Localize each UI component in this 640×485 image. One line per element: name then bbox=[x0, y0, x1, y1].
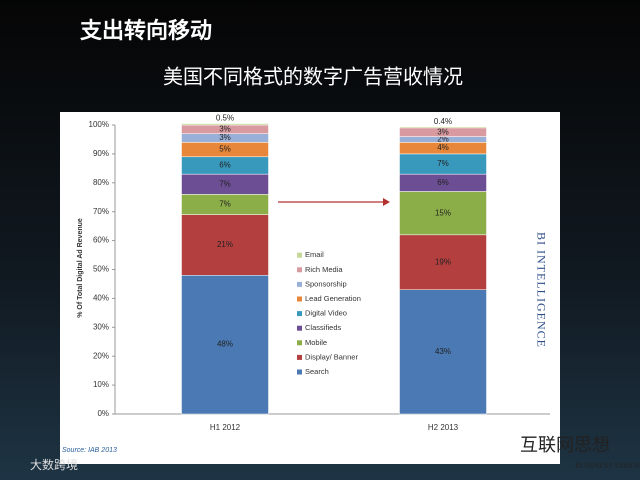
data-label: 7% bbox=[437, 159, 449, 168]
legend-swatch bbox=[297, 281, 302, 287]
data-label: 4% bbox=[437, 143, 449, 152]
legend-swatch bbox=[297, 340, 302, 346]
y-tick-label: 10% bbox=[93, 380, 109, 389]
data-label: 15% bbox=[435, 208, 451, 217]
data-label: 6% bbox=[219, 161, 231, 170]
arrow-head bbox=[383, 198, 390, 206]
y-tick-label: 20% bbox=[93, 351, 109, 360]
data-label: 5% bbox=[219, 145, 231, 154]
brand: BI INTELLIGENCE bbox=[534, 232, 548, 348]
legend-label: Digital Video bbox=[305, 309, 347, 318]
y-axis-label: % Of Total Digital Ad Revenue bbox=[77, 218, 84, 318]
y-tick-label: 70% bbox=[93, 207, 109, 216]
legend-label: Email bbox=[305, 250, 324, 259]
legend-swatch bbox=[297, 296, 302, 302]
y-tick-label: 40% bbox=[93, 294, 109, 303]
data-label: 3% bbox=[219, 133, 231, 142]
y-tick-label: 0% bbox=[97, 409, 109, 418]
legend-label: Lead Generation bbox=[305, 294, 361, 303]
bar-segment bbox=[181, 214, 269, 276]
legend-label: Classifieds bbox=[305, 323, 342, 332]
publisher: BUSINESS INSIDER bbox=[575, 461, 640, 470]
bar-segment bbox=[399, 289, 487, 415]
data-label: 48% bbox=[217, 340, 233, 349]
data-label: 3% bbox=[219, 124, 231, 133]
data-label: 2% bbox=[437, 135, 449, 144]
data-label: 7% bbox=[219, 179, 231, 188]
legend-label: Search bbox=[305, 367, 329, 376]
bar-segment bbox=[399, 191, 487, 236]
y-tick-label: 50% bbox=[93, 265, 109, 274]
bar-segment bbox=[399, 234, 487, 290]
data-label: 21% bbox=[217, 240, 233, 249]
y-tick-label: 30% bbox=[93, 322, 109, 331]
legend-label: Display/ Banner bbox=[305, 352, 358, 361]
chart-title: 美国不同格式的数字广告营收情况 bbox=[163, 65, 463, 88]
legend-swatch bbox=[297, 311, 302, 317]
legend-label: Rich Media bbox=[305, 265, 343, 274]
legend-swatch bbox=[297, 325, 302, 331]
bar-segment bbox=[181, 123, 269, 126]
y-tick-label: 60% bbox=[93, 236, 109, 245]
watermark: 互联网思想 bbox=[520, 435, 610, 455]
source: Source: IAB 2013 bbox=[62, 447, 117, 454]
legend-label: Mobile bbox=[305, 338, 327, 347]
legend-swatch bbox=[297, 354, 302, 360]
legend-label: Sponsorship bbox=[305, 279, 347, 288]
data-label: 7% bbox=[219, 200, 231, 209]
data-label: 6% bbox=[437, 178, 449, 187]
legend-swatch bbox=[297, 252, 302, 258]
x-tick-label: H2 2013 bbox=[428, 423, 459, 432]
y-tick-label: 100% bbox=[89, 120, 109, 129]
data-label: 19% bbox=[435, 257, 451, 266]
y-tick-label: 80% bbox=[93, 178, 109, 187]
data-label: 0.5% bbox=[216, 114, 234, 123]
slide-title: 支出转向移动 bbox=[80, 18, 212, 43]
legend-swatch bbox=[297, 369, 302, 375]
data-label: 0.4% bbox=[434, 117, 452, 126]
x-tick-label: H1 2012 bbox=[210, 423, 241, 432]
corner-mark: 大数跨境 bbox=[30, 457, 78, 472]
plot: 0% 10% 20% 30% 40% 50% 60% 70% 80% 90% 100% H1 2012… bbox=[89, 114, 550, 432]
bar-segment bbox=[399, 126, 487, 129]
legend-swatch bbox=[297, 267, 302, 273]
data-label: 43% bbox=[435, 347, 451, 356]
data-label: 3% bbox=[437, 127, 449, 136]
y-tick-label: 90% bbox=[93, 149, 109, 158]
